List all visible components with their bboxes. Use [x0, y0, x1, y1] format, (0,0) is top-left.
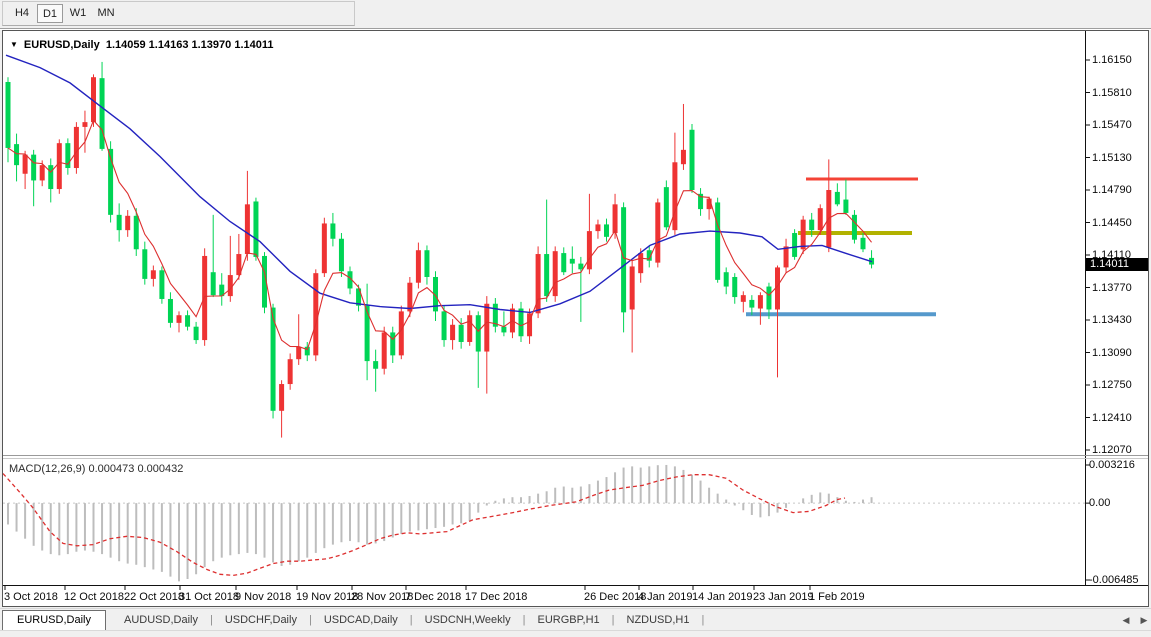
price-axis-label: 1.13090 [1092, 346, 1132, 359]
ma-fast-line [7, 119, 872, 351]
chart-tab-bar: EURUSD,Daily AUDUSD,Daily | USDCHF,Daily | U… [0, 608, 1151, 630]
macd-histogram [7, 464, 873, 582]
tab-scroll-right-button[interactable]: ▶ [1140, 615, 1148, 625]
tab-separator: | [522, 614, 526, 626]
tab-usdcad-daily[interactable]: USDCAD,Daily [323, 614, 398, 626]
timeframe-toolbar: H4 D1 W1 MN [0, 0, 1151, 28]
macd-signal-line [3, 473, 846, 577]
tab-audusd-daily[interactable]: AUDUSD,Daily [124, 614, 198, 626]
ohlc-open: 1.14059 [105, 39, 146, 51]
macd-axis-label: 0.00 [1089, 497, 1111, 510]
macd-axis-label: 0.003216 [1089, 459, 1135, 471]
macd-pane[interactable] [3, 464, 1085, 582]
macd-signal-value: 0.000432 [137, 463, 184, 475]
tab-usdcnh-weekly[interactable]: USDCNH,Weekly [424, 614, 511, 626]
price-axis-label: 1.15810 [1092, 86, 1132, 99]
date-axis-label: 3 Oct 2018 [4, 591, 58, 603]
price-axis-label: 1.14110 [1092, 249, 1131, 261]
timeframe-button-mn[interactable]: MN [97, 7, 115, 19]
tab-separator: | [209, 614, 213, 626]
pane-borders [3, 31, 1148, 590]
price-axis-label: 1.12070 [1092, 444, 1132, 456]
date-axis-label: 23 Jan 2019 [753, 591, 814, 603]
price-pane[interactable] [5, 54, 937, 438]
date-axis-label: 22 Oct 2018 [124, 591, 184, 603]
timeframe-button-h4[interactable]: H4 [14, 7, 30, 19]
tab-separator: | [308, 614, 312, 626]
ohlc-low: 1.13970 [191, 39, 232, 51]
inactive-tabs: AUDUSD,Daily | USDCHF,Daily | USDCAD,Daily | U… [112, 610, 704, 630]
tab-scroll-left-button[interactable]: ◀ [1122, 615, 1130, 625]
date-axis-label: 26 Dec 2018 [584, 591, 647, 603]
date-axis-label: 9 Nov 2018 [235, 591, 292, 603]
price-axis-label: 1.13770 [1092, 281, 1132, 294]
macd-indicator-label: MACD(12,26,9) 0.000473 0.000432 [9, 463, 184, 475]
chart-symbol-label: EURUSD,Daily [23, 39, 100, 51]
timeframe-button-group: H4 D1 W1 MN [2, 1, 355, 26]
price-axis-label: 1.15130 [1092, 151, 1132, 164]
tab-eurgbp-h1[interactable]: EURGBP,H1 [537, 614, 600, 626]
date-axis-label: 28 Nov 2018 [351, 591, 414, 603]
price-axis-label: 1.15470 [1092, 119, 1132, 131]
date-axis-label: 7 Dec 2018 [405, 591, 462, 603]
tab-separator: | [409, 614, 413, 626]
toolbar-divider [0, 28, 1151, 30]
ohlc-close: 1.14011 [234, 39, 274, 51]
collapse-triangle-icon[interactable]: ▼ [10, 40, 18, 49]
macd-current-value: 0.000473 [88, 463, 135, 475]
tab-eurusd-daily-active[interactable]: EURUSD,Daily [2, 610, 106, 630]
timeframe-button-w1[interactable]: W1 [69, 7, 87, 19]
current-price-badge: 1.14011 [1086, 257, 1148, 271]
date-axis-label: 19 Nov 2018 [296, 591, 359, 603]
date-axis-label: 1 Feb 2019 [809, 591, 865, 603]
date-axis-label: 12 Oct 2018 [64, 591, 124, 603]
ma-slow-line [5, 54, 873, 314]
tab-separator: | [611, 614, 615, 626]
price-axis-label: 1.12410 [1092, 411, 1132, 424]
chart-title: ▼ EURUSD,Daily 1.14059 1.14163 1.13970 1.… [10, 39, 273, 51]
date-axis-label: 4 Jan 2019 [638, 591, 693, 603]
ohlc-high: 1.14163 [148, 39, 189, 51]
tab-separator: | [701, 614, 705, 626]
date-axis-label: 17 Dec 2018 [465, 591, 528, 603]
date-axis-label: 14 Jan 2019 [692, 591, 753, 603]
chart-window[interactable] [2, 30, 1149, 607]
tab-usdchf-daily[interactable]: USDCHF,Daily [224, 614, 297, 626]
tab-nzdusd-h1[interactable]: NZDUSD,H1 [626, 614, 690, 626]
price-axis-label: 1.14450 [1092, 216, 1132, 229]
candlestick-series [5, 61, 875, 438]
price-axis-label: 1.16150 [1092, 54, 1132, 66]
date-axis-label: 31 Oct 2018 [179, 591, 239, 603]
price-axis-label: 1.14790 [1092, 184, 1132, 196]
macd-axis-label: -0.006485 [1089, 574, 1139, 586]
price-axis-label: 1.12750 [1092, 379, 1132, 391]
status-strip [0, 630, 1151, 637]
price-axis-label: 1.13430 [1092, 314, 1132, 326]
timeframe-button-d1[interactable]: D1 [37, 4, 63, 23]
